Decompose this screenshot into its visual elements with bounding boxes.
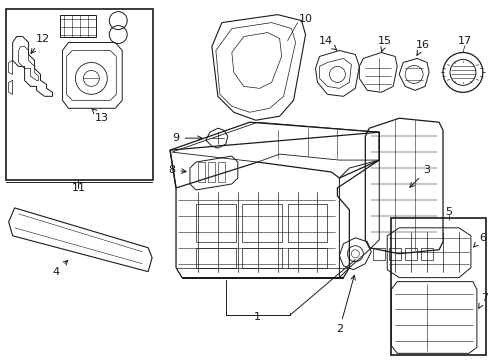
- Text: 14: 14: [318, 36, 337, 50]
- Text: 3: 3: [410, 165, 431, 187]
- Bar: [242, 248, 282, 268]
- Text: 16: 16: [416, 40, 430, 55]
- Bar: [218, 162, 225, 182]
- Text: 4: 4: [53, 260, 68, 276]
- Bar: [288, 204, 327, 242]
- Bar: [391, 218, 486, 355]
- Text: 17: 17: [458, 36, 472, 46]
- Text: 9: 9: [172, 133, 202, 143]
- Text: 11: 11: [72, 183, 85, 193]
- Bar: [242, 204, 282, 242]
- Bar: [196, 204, 236, 242]
- Text: 12: 12: [31, 33, 49, 53]
- Bar: [196, 248, 236, 268]
- Bar: [198, 162, 205, 182]
- Text: 2: 2: [336, 275, 355, 334]
- Text: 10: 10: [298, 14, 313, 24]
- Bar: [60, 15, 97, 37]
- Text: 8: 8: [169, 165, 186, 175]
- Text: 5: 5: [445, 207, 452, 217]
- Bar: [208, 162, 215, 182]
- Text: 6: 6: [474, 233, 487, 247]
- Text: 15: 15: [378, 36, 392, 51]
- Bar: [288, 248, 327, 268]
- Text: 13: 13: [92, 109, 109, 123]
- Text: 1: 1: [254, 312, 261, 323]
- Text: 7: 7: [479, 293, 489, 308]
- Bar: [6, 9, 153, 180]
